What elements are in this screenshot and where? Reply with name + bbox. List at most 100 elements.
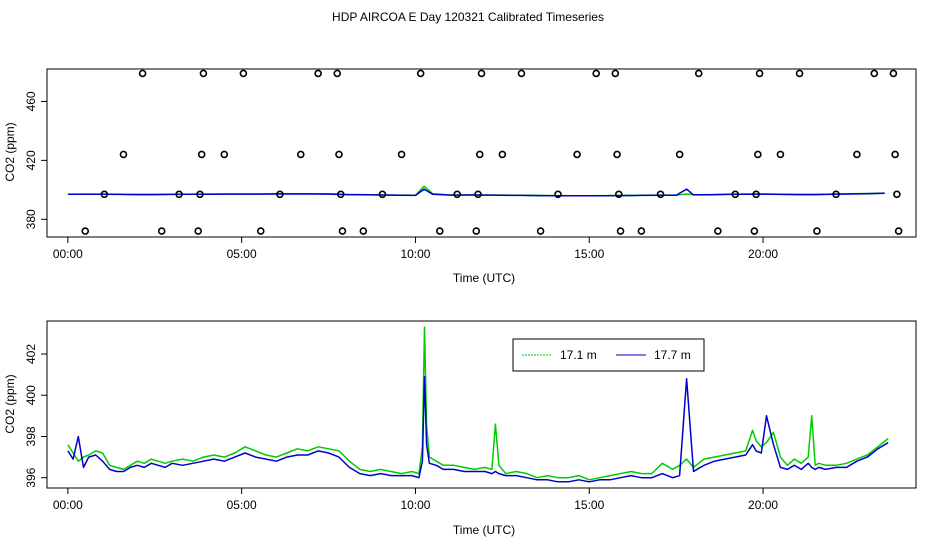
bottom-series-17-1-m — [67, 326, 889, 481]
top-data-point — [81, 227, 90, 235]
top-data-point — [338, 227, 347, 235]
top-y-axis: 380 420 460 — [24, 91, 47, 229]
top-data-point — [314, 69, 322, 78]
top-data-point — [656, 190, 665, 199]
top-panel: 00:00 05:00 10:00 15:00 20:00 380 420 460 Time… — [3, 68, 917, 285]
top-data-point — [197, 150, 206, 159]
top-data-point — [336, 190, 345, 199]
bottom-y-axis: 396 398 400 402 — [24, 344, 47, 488]
bottom-y-tick-label: 402 — [24, 344, 38, 364]
bottom-panel: 00:00 05:00 10:00 15:00 20:00 396 398 400 402 T… — [3, 320, 917, 537]
bottom-x-tick-label: 15:00 — [574, 498, 604, 512]
top-y-tick-label: 380 — [24, 209, 38, 229]
top-data-point — [615, 190, 623, 199]
bottom-x-tick-label: 05:00 — [227, 498, 257, 512]
top-data-point — [611, 69, 620, 78]
top-data-point — [536, 227, 545, 235]
top-plot-frame — [46, 68, 917, 238]
top-data-point — [675, 150, 684, 159]
top-data-point — [359, 227, 368, 235]
top-data-point — [573, 150, 581, 159]
top-data-point — [453, 190, 461, 199]
top-y-label: CO2 (ppm) — [3, 122, 17, 181]
top-data-point — [119, 150, 128, 159]
top-data-point — [714, 227, 722, 235]
top-data-point — [194, 227, 203, 235]
top-data-point — [517, 69, 526, 78]
top-data-point — [832, 190, 840, 199]
top-data-point — [776, 150, 785, 159]
bottom-x-tick-label: 10:00 — [400, 498, 430, 512]
bottom-series-lines — [67, 326, 889, 483]
top-data-point — [397, 150, 406, 159]
top-data-point — [138, 69, 147, 78]
top-data-point — [239, 69, 248, 78]
top-data-point — [474, 190, 482, 199]
bottom-y-tick-label: 396 — [24, 467, 38, 487]
bottom-x-tick-label: 20:00 — [748, 498, 778, 512]
top-data-point — [891, 150, 899, 159]
top-data-point — [477, 69, 486, 78]
top-data-point — [694, 69, 703, 78]
top-data-point — [894, 227, 903, 235]
top-x-tick-label: 05:00 — [227, 247, 257, 261]
top-data-point — [754, 150, 762, 159]
legend-label-17-1m: 17.1 m — [560, 348, 597, 362]
top-data-point — [731, 190, 740, 199]
top-data-point — [378, 190, 387, 199]
top-data-point — [335, 150, 343, 159]
top-x-tick-label: 15:00 — [574, 247, 604, 261]
top-data-point — [755, 69, 764, 78]
top-data-point — [276, 190, 284, 199]
bottom-y-tick-label: 398 — [24, 426, 38, 446]
top-y-tick-label: 420 — [24, 150, 38, 170]
bottom-y-tick-label: 400 — [24, 385, 38, 405]
top-data-point — [220, 150, 229, 159]
top-x-axis: 00:00 05:00 10:00 15:00 20:00 — [53, 237, 778, 261]
top-data-point — [435, 227, 444, 235]
bottom-plot-frame — [46, 320, 917, 489]
bottom-series-17-7-m — [67, 375, 889, 483]
top-data-point — [157, 227, 166, 235]
top-data-point — [199, 69, 208, 78]
top-data-point — [870, 69, 879, 78]
top-data-point — [592, 69, 601, 78]
top-data-point — [554, 190, 562, 199]
top-x-tick-label: 20:00 — [748, 247, 778, 261]
top-data-point — [750, 227, 759, 235]
top-data-point — [175, 190, 183, 199]
legend-label-17-7m: 17.7 m — [654, 348, 691, 362]
top-data-point — [637, 227, 646, 235]
top-data-point — [752, 190, 760, 199]
top-data-point — [893, 190, 901, 199]
top-scatter-points — [81, 69, 903, 235]
top-data-point — [475, 150, 484, 159]
top-x-tick-label: 00:00 — [53, 247, 83, 261]
top-data-point — [196, 190, 204, 199]
legend: 17.1 m 17.7 m — [512, 338, 705, 372]
top-data-point — [813, 227, 821, 235]
top-data-point — [100, 190, 109, 199]
top-series-lines — [67, 185, 885, 197]
top-y-tick-label: 460 — [24, 91, 38, 111]
top-series-17-7-m — [67, 188, 885, 197]
top-data-point — [498, 150, 507, 159]
top-data-point — [296, 150, 305, 159]
top-data-point — [795, 69, 804, 78]
bottom-x-label: Time (UTC) — [453, 523, 515, 537]
top-data-point — [616, 227, 625, 235]
top-data-point — [613, 150, 621, 159]
figure-title: HDP AIRCOA E Day 120321 Calibrated Times… — [332, 10, 604, 24]
bottom-x-tick-label: 00:00 — [53, 498, 83, 512]
bottom-y-label: CO2 (ppm) — [3, 374, 17, 433]
top-data-point — [889, 69, 898, 78]
top-data-point — [472, 227, 481, 235]
top-data-point — [416, 69, 425, 78]
top-data-point — [256, 227, 265, 235]
top-data-point — [853, 150, 861, 159]
top-data-point — [333, 69, 342, 78]
top-x-tick-label: 10:00 — [400, 247, 430, 261]
top-x-label: Time (UTC) — [453, 271, 515, 285]
bottom-x-axis: 00:00 05:00 10:00 15:00 20:00 — [53, 488, 778, 512]
